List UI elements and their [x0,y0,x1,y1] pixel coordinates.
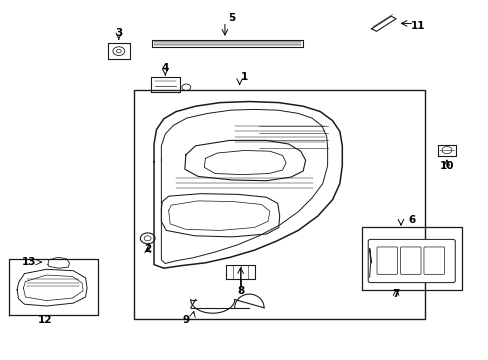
Text: 11: 11 [410,21,425,31]
Text: 4: 4 [161,63,169,73]
Text: 1: 1 [241,72,247,82]
Text: 13: 13 [22,257,37,267]
Bar [134,90,425,319]
Text: 12: 12 [38,315,52,325]
Text: 3: 3 [115,28,122,38]
FancyBboxPatch shape [423,247,444,274]
Text: 5: 5 [228,13,235,23]
Text: 7: 7 [391,289,399,300]
Text: 2: 2 [144,244,151,254]
FancyBboxPatch shape [400,247,420,274]
Text: 10: 10 [439,161,453,171]
FancyBboxPatch shape [376,247,397,274]
Text: 9: 9 [182,315,189,325]
FancyBboxPatch shape [367,239,454,283]
Text: 8: 8 [237,286,244,296]
Text: 6: 6 [408,215,415,225]
